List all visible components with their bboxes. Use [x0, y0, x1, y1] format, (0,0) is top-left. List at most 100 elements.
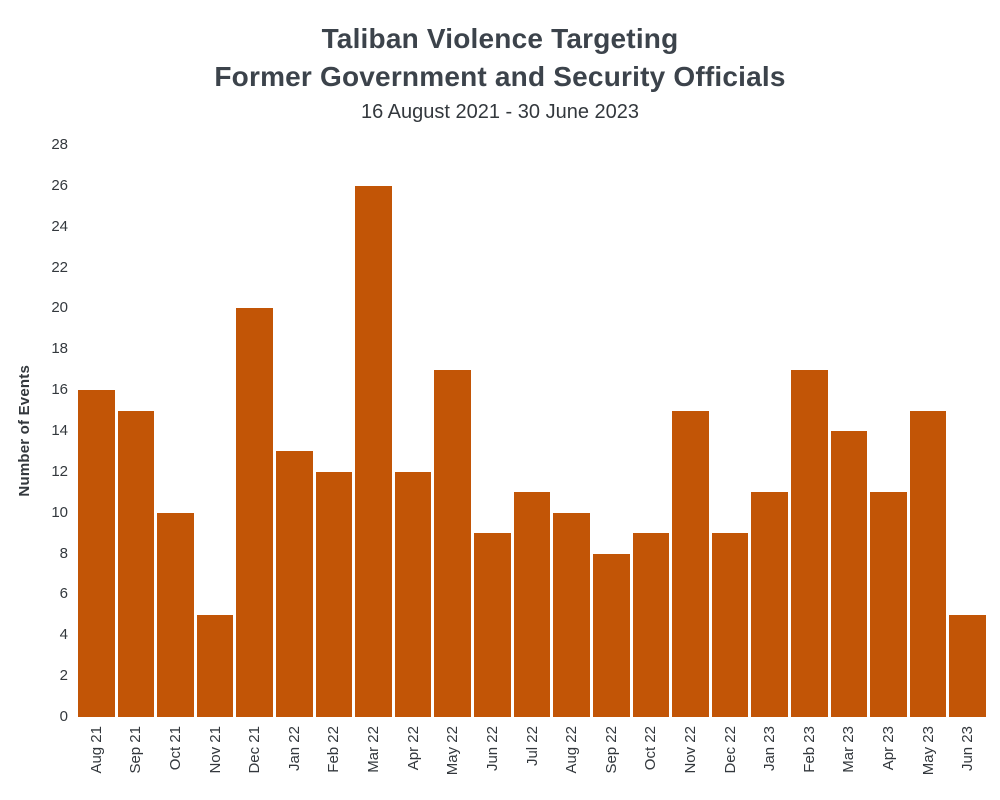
bar-slot: [117, 145, 155, 717]
bar-slot: [790, 145, 828, 717]
x-label-slot: Feb 22: [316, 726, 353, 796]
bar-dec-21: [236, 308, 274, 717]
x-label-slot: Sep 22: [593, 726, 630, 796]
y-tick-label: 10: [51, 503, 68, 521]
bar-oct-22: [632, 533, 670, 717]
bar-may-23: [909, 410, 947, 717]
x-label-slot: Mar 23: [831, 726, 868, 796]
x-tick-label: Feb 22: [325, 726, 343, 773]
bar-aug-21: [78, 390, 115, 717]
x-tick-label: May 23: [919, 726, 937, 776]
y-tick-label: 6: [59, 585, 68, 603]
x-tick-label: May 22: [444, 726, 462, 776]
bar-slot: [870, 145, 907, 717]
x-label-slot: May 23: [910, 726, 947, 796]
x-tick-label: Mar 22: [365, 726, 383, 773]
x-label-slot: Apr 23: [870, 726, 907, 796]
x-label-slot: Oct 21: [157, 726, 194, 796]
y-tick-label: 4: [59, 626, 68, 644]
bar-slot: [315, 145, 353, 717]
bar-slot: [434, 145, 472, 717]
x-tick-label: Jan 23: [761, 726, 779, 772]
y-tick-label: 26: [51, 176, 68, 194]
bar-oct-21: [157, 512, 194, 717]
bar-jan-22: [276, 451, 313, 717]
x-tick-label: Jun 23: [959, 726, 977, 772]
x-label-slot: Jan 23: [751, 726, 788, 796]
bar-slot: [513, 145, 551, 717]
bar-apr-23: [870, 492, 907, 717]
bar-slot: [474, 145, 511, 717]
bar-jun-22: [474, 533, 511, 717]
y-tick-label: 24: [51, 217, 68, 235]
x-tick-label: Apr 23: [879, 726, 897, 771]
x-tick-label: Oct 21: [167, 726, 185, 771]
x-axis-labels: Aug 21 Sep 21 Oct 21 Nov 21 Dec 21 Jan 22 Feb …: [78, 726, 986, 796]
chart-header: Taliban Violence Targeting Former Govern…: [0, 20, 1000, 125]
bar-slot: [157, 145, 194, 717]
plot-area: [78, 145, 987, 717]
x-label-slot: Dec 22: [712, 726, 749, 796]
bar-slot: [751, 145, 788, 717]
x-tick-label: Jul 22: [523, 726, 541, 767]
bar-slot: [632, 145, 670, 717]
bar-nov-21: [196, 614, 234, 717]
bar-may-22: [434, 369, 472, 717]
y-tick-label: 28: [51, 136, 68, 153]
x-label-slot: Feb 23: [791, 726, 828, 796]
bar-slot: [553, 145, 590, 717]
bar-jun-23: [949, 614, 987, 717]
x-label-slot: Jan 22: [276, 726, 313, 796]
bar-sep-22: [592, 553, 630, 717]
chart-subtitle: 16 August 2021 - 30 June 2023: [360, 101, 639, 123]
bar-slot: [672, 145, 709, 717]
y-tick-label: 8: [59, 544, 68, 562]
x-label-slot: May 22: [434, 726, 471, 796]
x-label-slot: Dec 21: [236, 726, 273, 796]
x-tick-label: Nov 22: [681, 726, 699, 774]
y-tick-label: 18: [51, 340, 68, 358]
bar-slot: [394, 145, 432, 717]
bar-jul-22: [513, 492, 551, 717]
x-tick-label: Nov 21: [206, 726, 224, 774]
x-tick-label: Aug 22: [563, 726, 581, 774]
bar-mar-23: [830, 431, 868, 717]
x-label-slot: Nov 22: [672, 726, 709, 796]
y-tick-label: 2: [59, 667, 68, 685]
bar-apr-22: [394, 471, 432, 717]
x-label-slot: Aug 22: [553, 726, 590, 796]
y-tick-label: 14: [51, 422, 68, 439]
bar-mar-22: [355, 185, 392, 717]
x-tick-label: Dec 21: [246, 726, 264, 774]
x-tick-label: Sep 22: [602, 726, 620, 774]
x-tick-label: Oct 22: [642, 726, 660, 771]
x-label-slot: Mar 22: [355, 726, 392, 796]
bar-sep-21: [117, 410, 155, 717]
x-tick-label: Apr 22: [404, 726, 422, 771]
bar-feb-22: [315, 471, 353, 717]
bar-nov-22: [672, 410, 709, 717]
bar-slot: [909, 145, 947, 717]
bar-feb-23: [790, 369, 828, 717]
x-tick-label: Mar 23: [840, 726, 858, 773]
x-label-slot: Jun 23: [949, 726, 986, 796]
x-tick-label: Jan 22: [285, 726, 303, 772]
bar-slot: [276, 145, 313, 717]
bar-dec-22: [711, 533, 749, 717]
x-label-slot: Apr 22: [395, 726, 432, 796]
x-tick-label: Jun 22: [483, 726, 501, 772]
y-tick-label: 16: [51, 381, 68, 399]
x-tick-label: Feb 23: [800, 726, 818, 773]
y-tick-label: 0: [59, 708, 68, 725]
x-tick-label: Sep 21: [127, 726, 145, 774]
y-tick-label: 20: [51, 299, 68, 317]
bars: [78, 145, 987, 717]
bar-aug-22: [553, 512, 590, 717]
bar-slot: [711, 145, 749, 717]
x-label-slot: Jul 22: [514, 726, 551, 796]
x-tick-label: Dec 22: [721, 726, 739, 774]
x-label-slot: Aug 21: [78, 726, 115, 796]
y-tick-label: 22: [51, 258, 68, 276]
x-label-slot: Oct 22: [633, 726, 670, 796]
